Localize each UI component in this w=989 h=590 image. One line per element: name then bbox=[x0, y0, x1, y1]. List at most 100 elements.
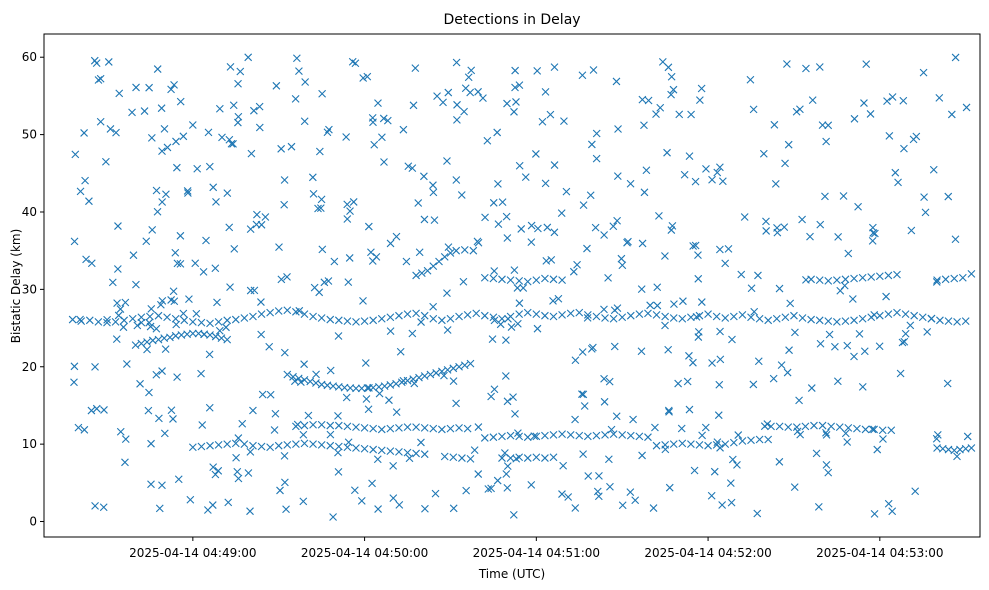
data-point bbox=[541, 179, 550, 188]
data-point bbox=[875, 272, 884, 281]
data-point bbox=[215, 104, 224, 113]
data-point bbox=[503, 397, 512, 406]
data-point bbox=[490, 267, 499, 275]
data-point bbox=[362, 395, 371, 403]
data-point bbox=[395, 311, 403, 320]
data-point bbox=[795, 396, 803, 405]
data-point bbox=[246, 507, 254, 516]
data-point bbox=[747, 284, 756, 293]
data-point bbox=[280, 200, 289, 209]
data-point bbox=[160, 124, 169, 133]
data-point bbox=[166, 333, 174, 342]
data-point bbox=[554, 294, 563, 303]
data-point bbox=[669, 85, 678, 94]
data-point bbox=[514, 429, 522, 437]
data-point bbox=[855, 329, 864, 338]
data-point bbox=[888, 93, 897, 101]
data-point bbox=[214, 466, 223, 475]
data-point bbox=[466, 454, 475, 463]
data-point bbox=[933, 430, 942, 439]
data-point bbox=[261, 213, 270, 221]
data-point bbox=[368, 114, 377, 122]
data-point bbox=[488, 335, 497, 344]
data-point bbox=[103, 318, 111, 327]
data-point bbox=[807, 315, 816, 324]
data-point bbox=[197, 442, 206, 451]
data-point bbox=[155, 504, 164, 513]
data-point bbox=[810, 421, 818, 430]
data-point bbox=[692, 313, 701, 321]
x-tick-label: 2025-04-14 04:52:00 bbox=[644, 546, 771, 560]
data-point bbox=[737, 270, 746, 279]
data-point bbox=[637, 347, 646, 356]
data-point bbox=[162, 190, 170, 199]
data-point bbox=[953, 452, 961, 461]
data-point bbox=[860, 347, 869, 356]
data-point bbox=[433, 92, 441, 101]
data-point bbox=[691, 241, 700, 250]
data-point bbox=[618, 501, 627, 510]
data-point bbox=[291, 95, 300, 103]
data-point bbox=[232, 453, 240, 462]
data-point bbox=[306, 377, 315, 386]
data-point bbox=[690, 466, 699, 475]
data-point bbox=[446, 424, 455, 433]
data-point bbox=[342, 393, 351, 402]
data-point bbox=[395, 423, 403, 432]
data-point bbox=[91, 362, 99, 371]
data-point bbox=[541, 87, 550, 96]
data-point bbox=[871, 229, 879, 238]
data-point bbox=[600, 374, 608, 383]
data-point bbox=[888, 507, 897, 516]
data-point bbox=[566, 430, 575, 439]
data-point bbox=[670, 300, 678, 309]
data-point bbox=[827, 422, 836, 431]
data-point bbox=[257, 330, 266, 339]
data-point bbox=[161, 345, 170, 354]
data-point bbox=[173, 259, 182, 268]
data-point bbox=[763, 420, 772, 428]
data-point bbox=[467, 66, 476, 75]
data-point bbox=[374, 99, 382, 107]
data-point bbox=[679, 297, 687, 306]
data-point bbox=[103, 315, 112, 324]
data-point bbox=[653, 283, 662, 292]
data-point bbox=[185, 295, 193, 304]
data-point bbox=[257, 442, 266, 451]
data-point bbox=[369, 316, 378, 325]
data-point bbox=[326, 430, 335, 439]
data-point bbox=[360, 444, 369, 453]
data-point bbox=[146, 312, 154, 321]
data-point bbox=[566, 309, 575, 318]
y-axis-label: Bistatic Delay (km) bbox=[9, 229, 23, 344]
data-point bbox=[275, 243, 283, 252]
data-point bbox=[727, 498, 736, 507]
data-point bbox=[244, 53, 253, 62]
data-point bbox=[610, 306, 619, 315]
data-point bbox=[429, 314, 438, 323]
data-point bbox=[352, 384, 360, 393]
data-point bbox=[503, 462, 512, 471]
data-point bbox=[594, 492, 603, 501]
data-point bbox=[452, 176, 461, 184]
data-point bbox=[559, 461, 568, 470]
data-point bbox=[850, 274, 858, 283]
data-point bbox=[383, 116, 392, 125]
data-point bbox=[665, 407, 673, 416]
data-point bbox=[558, 430, 566, 438]
data-point bbox=[494, 220, 503, 229]
data-point bbox=[513, 319, 522, 328]
data-point bbox=[171, 248, 180, 257]
data-point bbox=[575, 308, 584, 317]
data-point bbox=[344, 278, 353, 286]
data-point bbox=[114, 222, 122, 230]
data-point bbox=[538, 117, 547, 126]
data-point bbox=[87, 259, 96, 268]
data-point bbox=[798, 314, 807, 322]
data-point bbox=[266, 308, 275, 317]
data-point bbox=[309, 312, 317, 321]
data-point bbox=[882, 292, 890, 301]
data-point bbox=[308, 173, 317, 182]
data-point bbox=[396, 347, 405, 356]
data-point bbox=[824, 468, 833, 477]
